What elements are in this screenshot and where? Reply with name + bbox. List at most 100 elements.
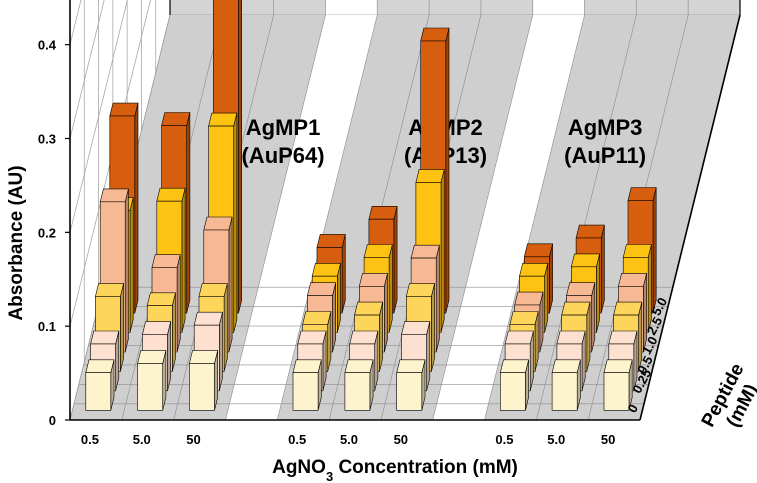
bar-top — [608, 330, 638, 345]
bar-side — [181, 188, 186, 333]
bar-top — [556, 330, 586, 345]
bar-top — [344, 359, 374, 374]
panel-label-line2: (AuP11) — [564, 143, 646, 168]
bar-top — [622, 244, 652, 258]
bar — [551, 359, 581, 411]
bar-front — [396, 372, 423, 411]
z-axis-title: Peptide(mM) — [698, 360, 757, 441]
bar-top — [85, 359, 115, 374]
x-tick-label: 50 — [601, 432, 615, 447]
axes: 00.10.20.30.40.50.60.55.0500.55.0500.55.… — [38, 0, 741, 447]
bar-top — [161, 112, 191, 126]
bar-top — [618, 272, 647, 287]
floor-vgrid — [536, 14, 637, 421]
bar-top — [302, 311, 332, 325]
panel-label-line1: AgMP1 — [246, 115, 321, 140]
y-tick-label: 0.1 — [38, 319, 56, 334]
bar-front — [344, 372, 371, 411]
bar-top — [368, 206, 398, 220]
x-axis-title-pre: AgNO — [272, 457, 326, 478]
bar-top — [514, 291, 544, 306]
z-tick-label: 1.0 — [639, 334, 661, 357]
bar-top — [358, 272, 388, 287]
x-tick-label: 5.0 — [547, 432, 565, 447]
bar-side — [134, 103, 139, 314]
z-tick-label: 0.5 — [634, 353, 656, 376]
bar-top — [156, 187, 186, 202]
bar-side — [600, 225, 605, 314]
bar-side — [440, 169, 445, 333]
floor-vgrid — [225, 14, 326, 421]
floor-vgrid — [432, 14, 534, 421]
bar-top — [504, 330, 534, 345]
bar-top — [297, 330, 327, 345]
bar-top — [613, 301, 643, 316]
bar-top — [95, 283, 124, 297]
bar — [292, 359, 322, 411]
bar-side — [129, 197, 134, 333]
bar-top — [354, 301, 384, 316]
bars — [85, 0, 657, 411]
bar-side — [120, 283, 124, 372]
bar-top — [396, 359, 426, 374]
floor-vgrid — [484, 14, 585, 421]
bar-top — [499, 359, 529, 374]
bar-top — [307, 282, 337, 297]
bar-top — [349, 330, 379, 345]
bar-side — [393, 206, 398, 314]
bar-side — [186, 112, 191, 314]
bar — [189, 350, 219, 411]
bar-top — [311, 262, 341, 277]
bar-top — [292, 359, 322, 374]
bar — [499, 359, 529, 411]
bar-top — [193, 311, 223, 326]
bar-side — [124, 188, 129, 353]
bar-top — [316, 234, 346, 248]
bar-top — [603, 359, 633, 374]
bar-top — [405, 283, 435, 297]
back-wall-panel — [584, 0, 740, 15]
bar — [344, 359, 374, 411]
y-tick-label: 0.4 — [38, 38, 57, 53]
bar-top — [208, 112, 238, 127]
bar-side — [388, 244, 393, 333]
side-wall-hgrid — [69, 0, 105, 139]
bar-top — [90, 330, 120, 345]
z-tick-label: 5.0 — [648, 295, 670, 318]
z-axis-line — [639, 14, 741, 421]
bar-top — [151, 254, 181, 268]
floor-panel — [70, 15, 326, 420]
bar — [85, 359, 115, 411]
bar-top — [519, 262, 549, 277]
x-axis-title-sub: 3 — [326, 469, 333, 483]
x-tick-label: 0.5 — [288, 432, 306, 447]
bar-top — [401, 321, 431, 335]
bar-front — [499, 372, 526, 411]
floor-panel — [484, 15, 740, 420]
bar-top — [566, 282, 596, 297]
back-wall-panel — [170, 0, 326, 15]
bar-top — [99, 188, 129, 203]
bar-side — [228, 216, 233, 353]
bar-top — [146, 292, 176, 307]
bar-top — [627, 187, 657, 201]
x-tick-label: 0.5 — [495, 432, 513, 447]
back-wall-panel — [377, 0, 533, 15]
x-tick-label: 50 — [394, 432, 408, 447]
bar-side — [431, 283, 435, 372]
bar-front — [603, 372, 630, 411]
bar-front — [292, 372, 319, 411]
side-wall-hgrid — [69, 0, 128, 233]
x-tick-label: 5.0 — [133, 432, 151, 447]
bar-side — [238, 0, 242, 314]
bar-top — [551, 359, 581, 374]
bar-side — [223, 283, 228, 372]
bar-top — [509, 311, 539, 325]
bar-top — [561, 301, 591, 316]
bar-front — [551, 372, 578, 411]
bar-front — [85, 372, 112, 411]
bar-top — [410, 244, 440, 259]
bar-top — [523, 243, 553, 258]
